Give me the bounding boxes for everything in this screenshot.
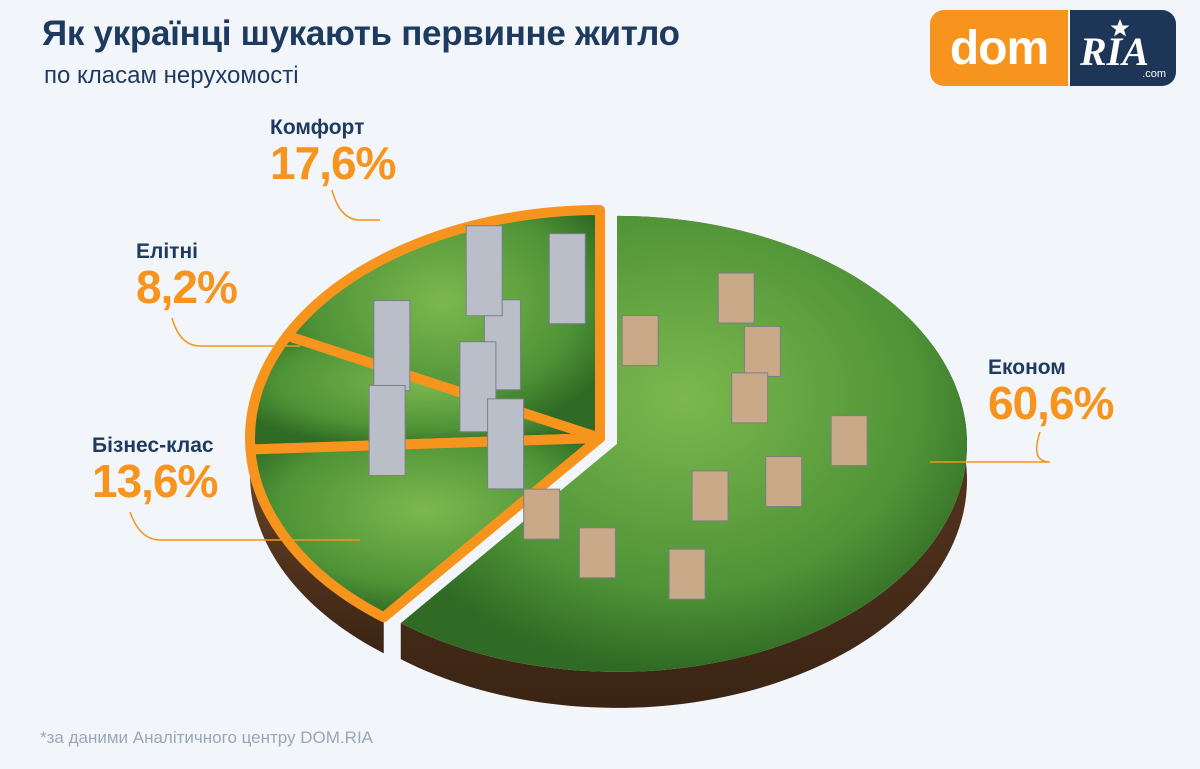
building-ekonom — [830, 415, 868, 467]
building-ekonom — [691, 470, 729, 522]
chart-title: Як українці шукають первинне житло — [42, 14, 680, 53]
building-ekonom — [621, 315, 659, 367]
label-komfort: Комфорт 17,6% — [270, 116, 396, 189]
building-ekonom — [717, 272, 755, 324]
leader-line-ekonom — [930, 431, 1051, 463]
leader-line-komfort — [331, 189, 380, 221]
building-ekonom — [743, 325, 781, 377]
label-ekonom-value: 60,6% — [988, 377, 1114, 429]
pie-slice-biznes — [245, 384, 605, 654]
logo-dom-part: dom — [930, 10, 1068, 86]
logo-ria-text: RIA — [1080, 29, 1149, 74]
label-biznes: Бізнес-клас 13,6% — [92, 434, 218, 507]
building-ekonom — [668, 548, 706, 600]
label-biznes-name: Бізнес-клас — [92, 434, 214, 457]
label-biznes-value: 13,6% — [92, 455, 218, 507]
leader-line-elitni — [171, 317, 300, 347]
building-komfort — [548, 233, 586, 325]
label-elitni-name: Елітні — [136, 240, 198, 263]
building-ekonom — [523, 488, 561, 540]
label-komfort-value: 17,6% — [270, 137, 396, 189]
label-komfort-name: Комфорт — [270, 116, 365, 139]
label-ekonom: Економ 60,6% — [988, 356, 1114, 429]
building-ekonom — [731, 372, 769, 424]
building-komfort — [465, 225, 503, 317]
building-elitni — [373, 300, 411, 392]
footnote: *за даними Аналітичного центру DOM.RIA — [40, 728, 374, 747]
logo-ria-part: RIA .com — [1070, 10, 1176, 86]
building-biznes — [368, 384, 406, 476]
building-ekonom — [578, 527, 616, 579]
chart-subtitle: по класам нерухомості — [44, 62, 299, 89]
leader-line-biznes — [129, 511, 360, 541]
label-elitni-value: 8,2% — [136, 261, 238, 313]
star-icon — [1110, 19, 1130, 37]
slice-top-komfort — [282, 205, 605, 443]
label-elitni: Елітні 8,2% — [136, 240, 238, 313]
building-biznes — [487, 398, 525, 490]
slice-soil-ekonom — [400, 215, 968, 708]
pie-slice-ekonom — [400, 215, 968, 708]
slice-top-ekonom — [400, 215, 968, 672]
logo-com-text: .com — [1142, 68, 1166, 80]
dom-ria-logo[interactable]: dom RIA .com — [930, 10, 1176, 86]
building-ekonom — [765, 456, 803, 508]
label-ekonom-name: Економ — [988, 356, 1066, 379]
